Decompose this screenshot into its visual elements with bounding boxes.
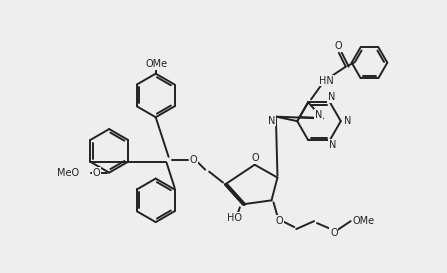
Text: O: O: [252, 153, 259, 163]
Text: N: N: [344, 116, 351, 126]
Text: O: O: [190, 155, 197, 165]
Text: N: N: [315, 109, 322, 120]
Text: O: O: [276, 216, 283, 226]
Text: N: N: [328, 92, 336, 102]
Text: O: O: [334, 41, 342, 51]
Text: O: O: [93, 168, 100, 178]
Text: MeO: MeO: [57, 168, 80, 178]
Text: OMe: OMe: [353, 216, 375, 226]
Text: N: N: [329, 140, 337, 150]
Text: N: N: [268, 115, 276, 126]
Text: O: O: [330, 228, 337, 238]
Text: HN: HN: [319, 76, 333, 85]
Text: OMe: OMe: [146, 59, 168, 69]
Text: HO: HO: [228, 213, 242, 223]
